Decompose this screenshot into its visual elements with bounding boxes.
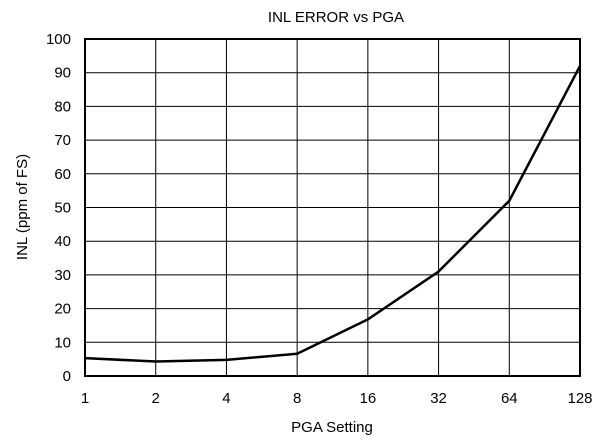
y-tick-label: 0 <box>63 368 71 385</box>
data-point <box>366 318 370 321</box>
y-tick-label: 10 <box>54 334 71 351</box>
x-tick-label: 1 <box>81 390 89 407</box>
y-tick-label: 40 <box>54 233 71 250</box>
x-tick-label: 8 <box>293 390 301 407</box>
y-tick-labels: 0 10 20 30 40 50 60 70 80 90 100 <box>46 31 71 385</box>
y-axis-label: INL (ppm of FS) <box>14 154 31 260</box>
data-point <box>225 358 228 362</box>
y-tick-label: 20 <box>54 301 71 318</box>
x-axis-label: PGA Setting <box>291 419 373 436</box>
x-tick-label: 4 <box>222 390 230 407</box>
grid <box>84 38 581 377</box>
x-tick-label: 16 <box>360 390 377 407</box>
data-point <box>154 360 157 363</box>
x-tick-label: 128 <box>567 390 592 407</box>
series-line <box>84 65 582 363</box>
y-tick-label: 30 <box>54 267 71 284</box>
x-tick-labels: 1 2 4 8 16 32 64 128 <box>81 390 593 407</box>
plot-frame <box>84 38 581 377</box>
y-tick-label: 90 <box>54 65 71 82</box>
x-tick-label: 2 <box>152 390 160 407</box>
x-tick-label: 64 <box>501 390 518 407</box>
y-tick-label: 70 <box>54 132 71 149</box>
x-tick-label: 32 <box>430 390 447 407</box>
y-tick-label: 50 <box>54 200 71 217</box>
data-point <box>295 352 299 355</box>
chart-title: INL ERROR vs PGA <box>268 9 404 26</box>
data-point <box>437 270 440 273</box>
data-point <box>508 199 511 202</box>
y-tick-label: 60 <box>54 166 71 183</box>
y-tick-label: 100 <box>46 31 71 48</box>
y-tick-label: 80 <box>54 98 71 115</box>
series-layer <box>83 64 582 363</box>
